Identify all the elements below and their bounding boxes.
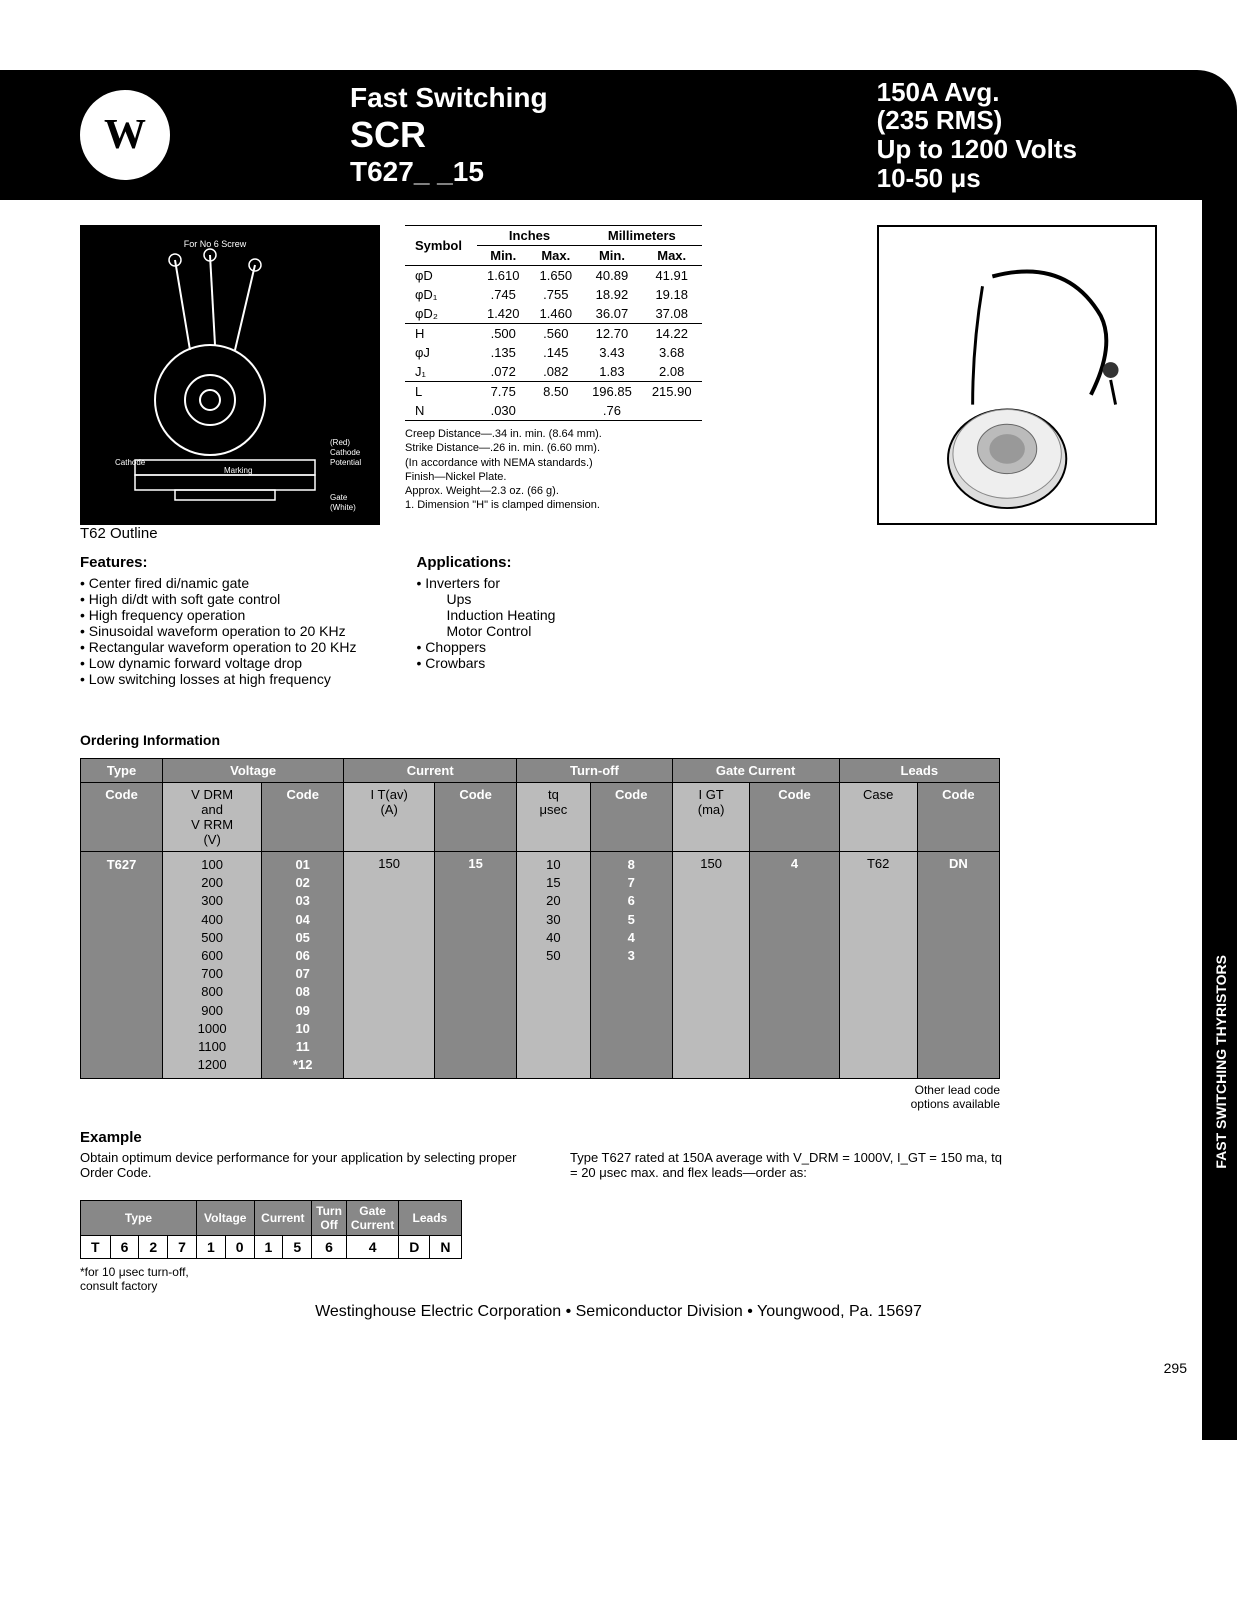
- spec3: Up to 1200 Volts: [877, 135, 1077, 164]
- app-item: Induction Heating: [417, 607, 556, 623]
- ordering-heading: Ordering Information: [80, 732, 1157, 748]
- app-item: Crowbars: [417, 655, 556, 671]
- svg-text:Gate: Gate: [330, 493, 348, 502]
- feature-item: Sinusoidal waveform operation to 20 KHz: [80, 623, 357, 639]
- ordering-table: Type Voltage Current Turn-off Gate Curre…: [80, 758, 1000, 1079]
- logo-w-icon: W: [104, 111, 146, 159]
- footer: Westinghouse Electric Corporation • Semi…: [80, 1303, 1157, 1321]
- app-item: Inverters for: [417, 575, 556, 591]
- features-heading: Features:: [80, 554, 357, 571]
- header-band: W Fast Switching SCR T627_ _15 150A Avg.…: [0, 70, 1237, 200]
- dimension-notes: Creep Distance—.34 in. min. (8.64 mm).St…: [405, 427, 702, 513]
- svg-text:For No 6 Screw: For No 6 Screw: [184, 239, 247, 249]
- example-right-text: Type T627 rated at 150A average with V_D…: [570, 1150, 1010, 1180]
- spec2: (235 RMS): [877, 106, 1077, 135]
- logo-circle: W: [80, 90, 170, 180]
- feature-item: Low dynamic forward voltage drop: [80, 655, 357, 671]
- outline-drawing: For No 6 Screw Cathode (Red) Cathode Pot…: [80, 225, 380, 525]
- svg-text:(White): (White): [330, 503, 356, 512]
- example-heading: Example: [80, 1129, 1157, 1146]
- product-photo: [877, 225, 1157, 525]
- feature-item: High frequency operation: [80, 607, 357, 623]
- header-line1: Fast Switching: [350, 82, 548, 114]
- spec1: 150A Avg.: [877, 78, 1077, 107]
- svg-text:(Red): (Red): [330, 438, 350, 447]
- svg-text:Cathode: Cathode: [330, 448, 361, 457]
- footnote: *for 10 μsec turn-off, consult factory: [80, 1265, 1157, 1293]
- page-number: 295: [1164, 1360, 1187, 1376]
- applications-block: Applications: Inverters forUpsInduction …: [417, 554, 556, 687]
- spec4: 10-50 μs: [877, 164, 1077, 193]
- other-lead-note: Other lead code options available: [80, 1083, 1000, 1111]
- dimension-block: Symbol Inches Millimeters Min. Max. Min.…: [405, 225, 702, 546]
- feature-item: Low switching losses at high frequency: [80, 671, 357, 687]
- app-item: Choppers: [417, 639, 556, 655]
- feature-item: High di/dt with soft gate control: [80, 591, 357, 607]
- feature-item: Center fired di/namic gate: [80, 575, 357, 591]
- features-block: Features: Center fired di/namic gateHigh…: [80, 554, 357, 687]
- svg-text:Cathode: Cathode: [115, 458, 146, 467]
- app-item: Motor Control: [417, 623, 556, 639]
- example-table: TypeVoltageCurrentTurn OffGate CurrentLe…: [80, 1200, 462, 1259]
- app-item: Ups: [417, 591, 556, 607]
- header-title-block: Fast Switching SCR T627_ _15: [350, 82, 548, 188]
- svg-text:Marking: Marking: [224, 466, 252, 475]
- header-line3: T627_ _15: [350, 156, 548, 188]
- example-left-text: Obtain optimum device performance for yo…: [80, 1150, 520, 1180]
- feature-item: Rectangular waveform operation to 20 KHz: [80, 639, 357, 655]
- svg-text:Potential: Potential: [330, 458, 361, 467]
- outline-label: T62 Outline: [80, 525, 380, 542]
- header-line2: SCR: [350, 114, 548, 156]
- applications-heading: Applications:: [417, 554, 556, 571]
- dimension-table: Symbol Inches Millimeters Min. Max. Min.…: [405, 225, 702, 421]
- header-spec-block: 150A Avg. (235 RMS) Up to 1200 Volts 10-…: [877, 78, 1077, 192]
